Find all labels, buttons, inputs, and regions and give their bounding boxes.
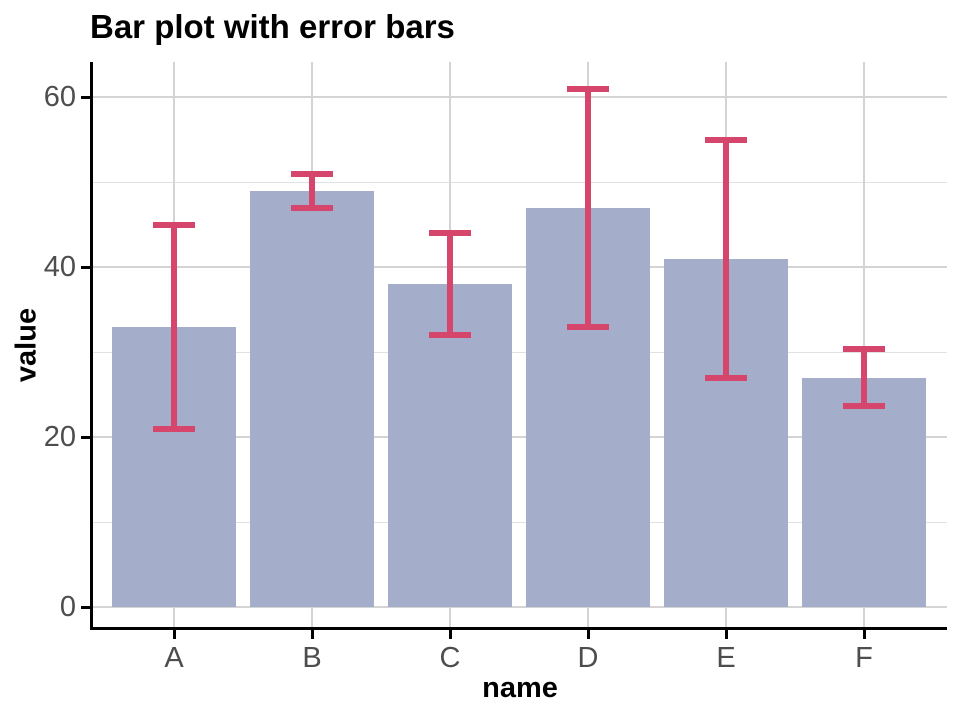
error-bar-line-D — [585, 88, 591, 327]
y-tick-20 — [81, 435, 90, 439]
gridline-x-F — [863, 62, 865, 627]
x-tick-label-D: D — [577, 642, 599, 674]
error-bar-cap-top-F — [843, 345, 885, 352]
gridline-minor-y-10 — [93, 521, 947, 523]
error-bar-line-C — [447, 233, 453, 335]
y-axis-title: value — [10, 307, 43, 383]
error-bar-line-E — [723, 139, 729, 378]
error-bar-cap-bottom-F — [843, 402, 885, 409]
x-axis-line — [90, 627, 947, 630]
x-tick-F — [862, 630, 866, 639]
y-tick-40 — [81, 265, 90, 269]
x-tick-label-C: C — [439, 642, 461, 674]
error-bar-line-B — [309, 173, 315, 208]
gridline-minor-y-50 — [93, 181, 947, 183]
gridline-minor-y-30 — [93, 351, 947, 353]
gridline-major-y-0 — [93, 606, 947, 608]
x-tick-C — [448, 630, 452, 639]
error-bar-cap-top-A — [153, 221, 195, 228]
error-bar-cap-bottom-D — [567, 323, 609, 330]
y-tick-60 — [81, 95, 90, 99]
error-bar-cap-top-E — [705, 136, 747, 143]
gridline-major-y-20 — [93, 436, 947, 438]
x-tick-label-A: A — [164, 642, 184, 674]
y-axis-line — [90, 62, 93, 630]
x-axis-title: name — [482, 672, 558, 704]
y-tick-label-40: 40 — [43, 251, 76, 283]
x-tick-B — [310, 630, 314, 639]
error-bar-line-F — [861, 348, 867, 406]
error-bar-cap-top-D — [567, 85, 609, 92]
error-bar-cap-top-B — [291, 170, 333, 177]
y-tick-label-20: 20 — [43, 421, 76, 453]
gridline-major-y-60 — [93, 96, 947, 98]
error-bar-cap-bottom-A — [153, 425, 195, 432]
error-bar-line-A — [171, 224, 177, 429]
x-tick-label-B: B — [302, 642, 322, 674]
error-bar-cap-top-C — [429, 230, 471, 236]
plot-panel — [93, 62, 947, 627]
x-tick-label-F: F — [855, 642, 873, 674]
y-tick-0 — [81, 605, 90, 609]
error-bar-cap-bottom-C — [429, 332, 471, 338]
x-tick-label-E: E — [716, 642, 736, 674]
chart-title: Bar plot with error bars — [90, 8, 455, 45]
x-tick-E — [724, 630, 728, 639]
x-tick-D — [586, 630, 590, 639]
y-tick-label-60: 60 — [43, 81, 76, 113]
gridline-major-y-40 — [93, 266, 947, 268]
bar-B — [250, 190, 374, 607]
y-tick-label-0: 0 — [59, 591, 76, 623]
x-tick-A — [172, 630, 176, 639]
error-bar-cap-bottom-E — [705, 374, 747, 381]
bar-F — [802, 377, 926, 607]
error-bar-cap-bottom-B — [291, 204, 333, 211]
